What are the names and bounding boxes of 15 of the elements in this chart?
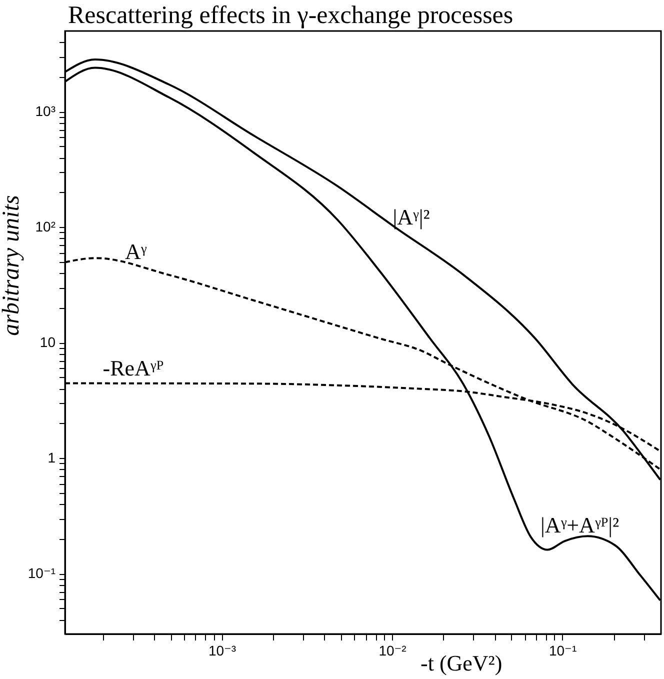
x-tick-label: 10⁻³ xyxy=(208,642,236,658)
x-tick-label: 10⁻¹ xyxy=(548,642,577,658)
y-tick-label: 10³ xyxy=(35,103,56,120)
annotation: -ReAᵞᴾ xyxy=(102,355,164,380)
annotation: Aᵞ xyxy=(124,239,147,264)
annotation: |Aᵞ|² xyxy=(392,204,430,230)
x-tick-label: 10⁻² xyxy=(378,642,407,658)
annotation: |Aᵞ+Aᵞᴾ|² xyxy=(540,512,620,538)
y-tick-label: 1 xyxy=(48,450,56,466)
chart-title: Rescattering effects in γ-exchange processes xyxy=(68,2,514,29)
y-tick-label: 10² xyxy=(35,218,56,235)
y-tick-label: 10⁻¹ xyxy=(28,565,56,582)
y-axis-title: arbitrary units xyxy=(0,195,24,336)
x-axis-title: -t (GeV²) xyxy=(420,650,502,676)
y-tick-label: 10 xyxy=(40,334,56,350)
